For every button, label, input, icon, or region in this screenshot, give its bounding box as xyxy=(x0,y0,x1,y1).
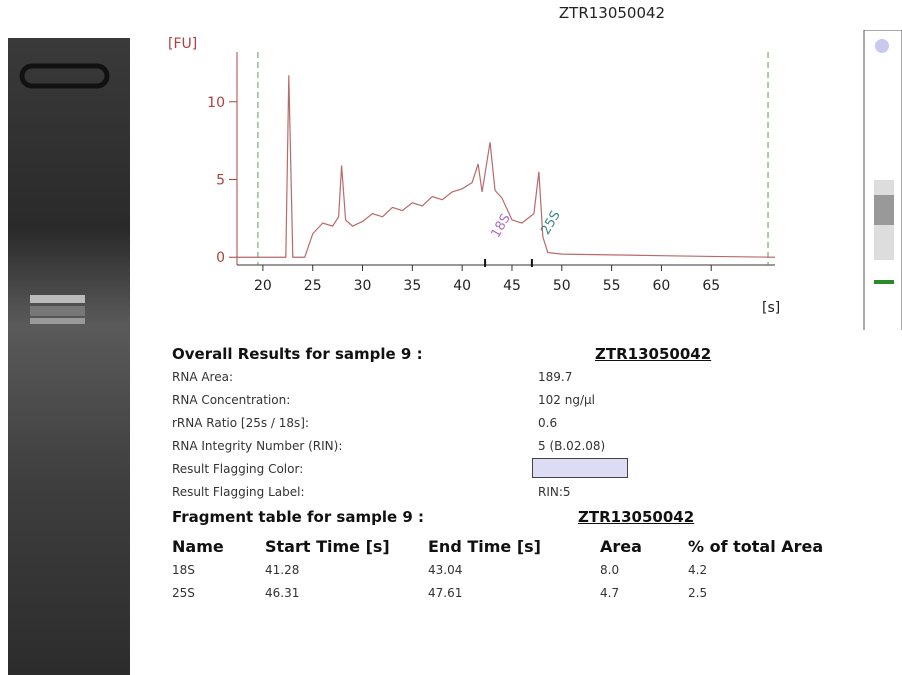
y-tick-label: 0 xyxy=(216,250,225,266)
fragment-cell: 46.31 xyxy=(265,586,300,600)
fragment-header: Area xyxy=(600,537,642,556)
chart-title: ZTR13050042 xyxy=(559,4,665,22)
y-axis-label: [FU] xyxy=(168,36,197,52)
x-tick-label: 40 xyxy=(453,278,471,294)
x-tick-label: 30 xyxy=(354,278,372,294)
x-tick-label: 35 xyxy=(403,278,421,294)
x-tick-label: 60 xyxy=(653,278,671,294)
result-value: 102 ng/µl xyxy=(538,393,595,407)
fragment-header: Name xyxy=(172,537,224,556)
x-tick-label: 55 xyxy=(603,278,621,294)
x-axis-label: [s] xyxy=(762,300,780,316)
results-sample: ZTR13050042 xyxy=(595,345,712,363)
fragment-header: Start Time [s] xyxy=(265,537,390,556)
results-title: Overall Results for sample 9 : xyxy=(172,345,423,363)
x-tick-label: 65 xyxy=(702,278,720,294)
result-value: 0.6 xyxy=(538,416,558,430)
fragment-cell: 4.7 xyxy=(600,586,620,600)
x-tick-label: 20 xyxy=(254,278,272,294)
fragments-sample: ZTR13050042 xyxy=(578,508,695,526)
fragment-cell: 47.61 xyxy=(428,586,463,600)
result-label: Result Flagging Label: xyxy=(172,485,305,499)
result-label: RNA Concentration: xyxy=(172,393,291,407)
fragment-cell: 18S xyxy=(172,563,195,577)
fragment-cell: 25S xyxy=(172,586,195,600)
gel-lane xyxy=(863,30,902,330)
fragment-header: % of total Area xyxy=(688,537,824,556)
result-label: RNA Integrity Number (RIN): xyxy=(172,439,343,453)
fragment-cell: 2.5 xyxy=(688,586,708,600)
x-tick-label: 50 xyxy=(553,278,571,294)
fragment-cell: 41.28 xyxy=(265,563,300,577)
result-value: 5 (B.02.08) xyxy=(538,439,606,453)
result-label: RNA Area: xyxy=(172,370,233,384)
fragments-title: Fragment table for sample 9 : xyxy=(172,508,425,526)
fragment-cell: 8.0 xyxy=(600,563,620,577)
fragment-cell: 43.04 xyxy=(428,563,463,577)
y-tick-label: 5 xyxy=(216,172,225,188)
result-value: 189.7 xyxy=(538,370,573,384)
fragment-cell: 4.2 xyxy=(688,563,708,577)
gel-image xyxy=(8,38,130,675)
electropherogram: ZTR13050042 [FU] [s] 0 5 10 20 25 30 35 40 45 50 5… xyxy=(168,4,780,316)
result-label: Result Flagging Color: xyxy=(172,462,304,476)
result-label: rRNA Ratio [25s / 18s]: xyxy=(172,416,310,430)
x-tick-label: 25 xyxy=(304,278,322,294)
peak-label: 25S xyxy=(538,208,563,237)
flag-color-swatch xyxy=(532,458,628,478)
trace-line xyxy=(237,75,776,258)
result-value: RIN:5 xyxy=(538,485,571,499)
fragment-header: End Time [s] xyxy=(428,537,541,556)
y-tick-label: 10 xyxy=(207,95,225,111)
x-tick-label: 45 xyxy=(503,278,521,294)
